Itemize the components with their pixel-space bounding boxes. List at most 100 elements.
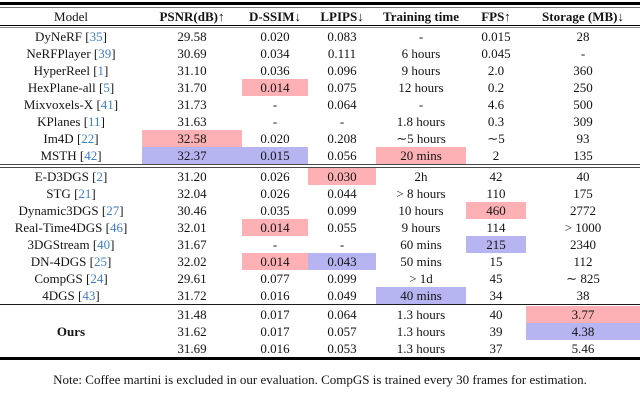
column-header-model: Model <box>54 9 88 24</box>
table-row: HyperReel [1] 31.10 0.036 0.096 9 hours 2.0 36… <box>0 62 640 79</box>
value-cell: - <box>339 237 345 252</box>
model-name: Real-Time4DGS <box>14 220 103 235</box>
model-cell: NeRFPlayer [39] <box>26 46 116 61</box>
citation-link[interactable]: 40 <box>97 237 111 252</box>
header-row: Model PSNR(dB)↑ D-SSIM↓ LPIPS↓ Training … <box>0 8 640 26</box>
value-cell: 30.46 <box>177 203 207 218</box>
value-cell: > 1000 <box>564 220 602 235</box>
citation-link[interactable]: 41 <box>100 97 114 112</box>
citation-link[interactable]: 46 <box>109 220 123 235</box>
citation-link[interactable]: 24 <box>90 271 104 286</box>
value-cell: 1.3 hours <box>396 324 446 339</box>
model-cell: MSTH [42] <box>40 148 102 163</box>
model-cell: DN-4DGS [25] <box>30 254 112 269</box>
value-cell: 31.62 <box>177 324 207 339</box>
table-row: Dynamic3DGS [27] 30.46 0.035 0.099 10 hours 4… <box>0 202 640 219</box>
value-cell: 0.075 <box>327 80 357 95</box>
model-cell: STG [21] <box>46 186 96 201</box>
table-row: KPlanes [11] 31.63 - - 1.8 hours 0.3 309 <box>0 113 640 130</box>
citation-link[interactable]: 22 <box>81 131 95 146</box>
model-cell <box>0 306 142 323</box>
table-row: NeRFPlayer [39] 30.69 0.034 0.111 6 hours 0.0… <box>0 45 640 62</box>
model-name: HyperReel <box>33 63 90 78</box>
citation-link[interactable]: 42 <box>84 148 98 163</box>
model-cell: 3DGStream [40] <box>27 237 115 252</box>
citation-link[interactable]: 21 <box>78 186 92 201</box>
value-cell: 0.016 <box>260 341 290 356</box>
group-separator <box>0 304 640 306</box>
value-cell: 0.017 <box>260 324 290 339</box>
model-cell <box>0 340 142 359</box>
value-cell: 32.02 <box>177 254 207 269</box>
value-cell: 0.056 <box>327 148 357 163</box>
value-cell: 42 <box>489 169 503 184</box>
citation-link[interactable]: 5 <box>103 80 110 95</box>
value-cell: 50 mins <box>400 254 442 269</box>
value-cell: 5.46 <box>571 341 595 356</box>
value-cell: 0.014 <box>242 219 308 236</box>
value-cell: 3.77 <box>526 306 640 323</box>
value-cell: 215 <box>466 236 526 253</box>
value-cell: 2.0 <box>487 63 505 78</box>
value-cell: 1.3 hours <box>396 341 446 356</box>
citation-link[interactable]: 2 <box>96 169 103 184</box>
value-cell: 40 <box>576 169 590 184</box>
model-name: HexPlane-all <box>27 80 96 95</box>
citation-link[interactable]: 39 <box>98 46 112 61</box>
value-cell: 4.38 <box>526 323 640 340</box>
citation-link[interactable]: 25 <box>93 254 107 269</box>
value-cell: 9 hours <box>401 220 441 235</box>
value-cell: 32.58 <box>142 130 242 147</box>
value-cell: 32.04 <box>177 186 207 201</box>
model-cell: Mixvoxels-X [41] <box>23 97 119 112</box>
value-cell: 0.036 <box>260 63 290 78</box>
table-row: Real-Time4DGS [46] 32.01 0.014 0.055 9 hours… <box>0 219 640 236</box>
value-cell: 460 <box>466 202 526 219</box>
model-name: STG <box>46 186 71 201</box>
value-cell: 2772 <box>570 203 596 218</box>
model-cell: HyperReel [1] <box>33 63 109 78</box>
value-cell: 0.053 <box>327 341 357 356</box>
value-cell: 114 <box>486 220 506 235</box>
value-cell: 30.69 <box>177 46 207 61</box>
value-cell: 40 mins <box>376 287 466 305</box>
value-cell: 31.48 <box>177 307 207 322</box>
value-cell: 2340 <box>570 237 596 252</box>
table-row: 3DGStream [40] 31.67 - - 60 mins 215 2340 <box>0 236 640 253</box>
citation-link[interactable]: 43 <box>82 288 96 303</box>
citation-link[interactable]: 1 <box>97 63 105 78</box>
value-cell: 0.014 <box>242 79 308 96</box>
model-name: Im4D <box>43 131 74 146</box>
value-cell: 28 <box>576 29 590 44</box>
citation-link[interactable]: 35 <box>89 29 103 44</box>
value-cell: ∼5 hours <box>396 131 446 146</box>
value-cell: 32.37 <box>142 147 242 165</box>
model-cell: E-D3DGS [2] <box>34 169 108 184</box>
value-cell: 29.61 <box>177 271 207 286</box>
value-cell: 12 hours <box>398 80 444 95</box>
value-cell: 0.111 <box>327 46 357 61</box>
value-cell: 2h <box>414 169 428 184</box>
value-cell: ∼ 825 <box>566 271 600 286</box>
table-row: DN-4DGS [25] 32.02 0.014 0.043 50 mins 15 112 <box>0 253 640 270</box>
model-cell: Ours <box>0 323 142 340</box>
results-table: Model PSNR(dB)↑ D-SSIM↓ LPIPS↓ Training … <box>0 2 640 361</box>
value-cell: 15 <box>489 254 503 269</box>
model-cell: CompGS [24] <box>34 271 108 286</box>
value-cell: 0.208 <box>327 131 357 146</box>
value-cell: 0.096 <box>327 63 357 78</box>
table-row: CompGS [24] 29.61 0.077 0.099 > 1d 45 ∼ 825 <box>0 270 640 287</box>
value-cell: 93 <box>576 131 590 146</box>
model-name: DyNeRF <box>35 29 82 44</box>
value-cell: 0.026 <box>260 186 290 201</box>
citation-link[interactable]: 11 <box>88 114 101 129</box>
value-cell: 112 <box>573 254 593 269</box>
table-row: Im4D [22] 32.58 0.020 0.208 ∼5 hours ∼5 93 <box>0 130 640 147</box>
value-cell: - <box>418 97 424 112</box>
value-cell: - <box>272 237 278 252</box>
value-cell: 0.044 <box>327 186 357 201</box>
value-cell: 250 <box>573 80 593 95</box>
column-header-lpips: LPIPS↓ <box>320 9 364 24</box>
citation-link[interactable]: 27 <box>106 203 120 218</box>
model-name: Ours <box>56 324 86 339</box>
